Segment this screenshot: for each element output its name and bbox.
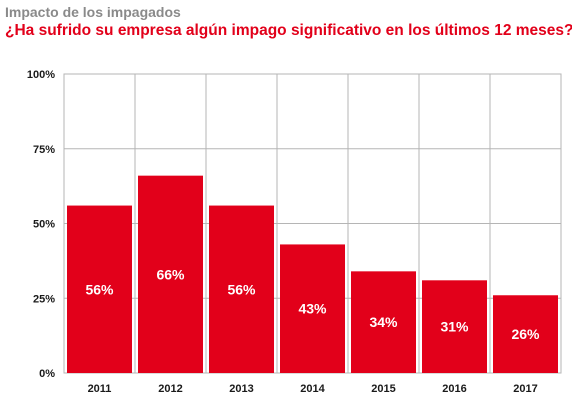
x-tick-label-2014: 2014 xyxy=(300,383,325,395)
y-tick-label: 50% xyxy=(33,219,55,231)
bar-2016 xyxy=(422,280,487,373)
data-label-2017: 26% xyxy=(511,326,540,342)
data-label-2013: 56% xyxy=(227,281,256,297)
data-label-2016: 31% xyxy=(440,319,469,335)
y-tick-label: 75% xyxy=(33,144,55,156)
x-tick-label-2016: 2016 xyxy=(442,383,466,395)
data-label-2012: 66% xyxy=(156,266,185,282)
data-label-2015: 34% xyxy=(369,314,398,330)
bar-2017 xyxy=(493,295,558,373)
y-axis-ticks: 0% 25% 50% 75% 100% xyxy=(27,69,55,380)
bar-2011 xyxy=(67,205,132,373)
x-tick-label-2011: 2011 xyxy=(88,383,112,395)
bar-2013 xyxy=(209,205,274,373)
data-label-2014: 43% xyxy=(298,301,327,317)
data-label-2011: 56% xyxy=(85,281,114,297)
chart-subtitle: ¿Ha sufrido su empresa algún impago sign… xyxy=(5,22,572,39)
bar-2012 xyxy=(138,175,203,373)
x-tick-label-2015: 2015 xyxy=(371,383,395,395)
bar-2014 xyxy=(280,244,345,373)
y-tick-label: 100% xyxy=(27,69,55,81)
y-tick-label: 25% xyxy=(33,293,55,305)
y-tick-label: 0% xyxy=(39,368,55,380)
x-tick-label-2017: 2017 xyxy=(513,383,537,395)
bars xyxy=(67,175,558,373)
x-axis-ticks: 2011 2012 2013 2014 2015 2016 2017 xyxy=(88,383,538,395)
chart-title: Impacto de los impagados xyxy=(5,4,181,20)
bar-2015 xyxy=(351,271,416,373)
x-tick-label-2012: 2012 xyxy=(158,383,182,395)
data-labels: 56% 66% 56% 43% 34% 31% 26% xyxy=(85,266,540,342)
x-tick-label-2013: 2013 xyxy=(229,383,253,395)
